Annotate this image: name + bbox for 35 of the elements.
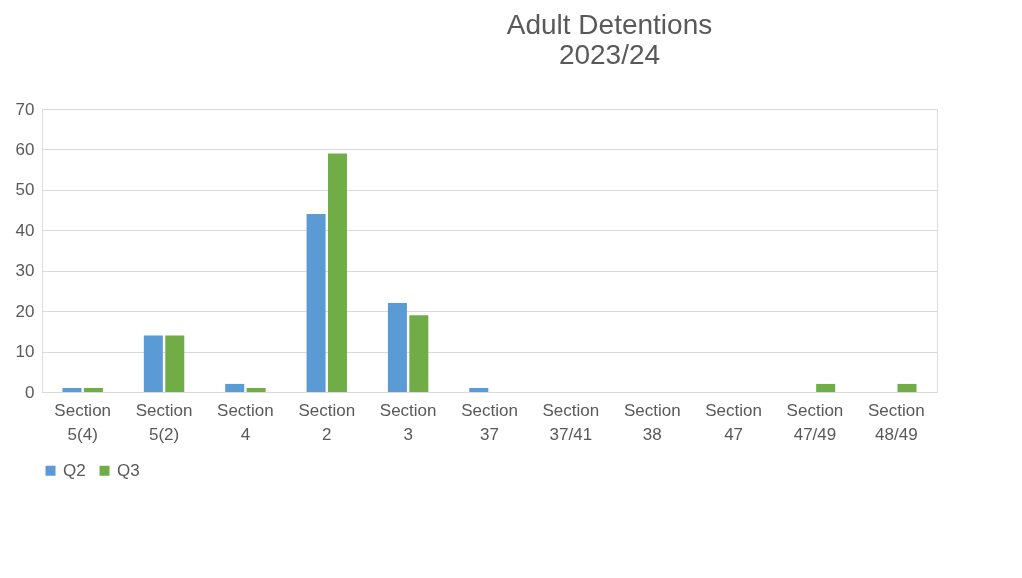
y-tick-label: 10 <box>15 342 35 362</box>
x-tick-label: Section 5(4) <box>54 400 112 444</box>
bar <box>83 387 103 392</box>
bar <box>409 315 429 392</box>
x-tick-label: Section 48/49 <box>867 400 925 444</box>
bar <box>469 387 489 392</box>
chart-title: Adult Detentions 2023/24 <box>506 9 713 70</box>
bar <box>225 383 245 392</box>
bar <box>897 383 917 392</box>
legend-label: Q2 <box>63 460 86 480</box>
x-tick-label: Section 47 <box>705 400 762 444</box>
y-tick-label: 20 <box>15 301 35 321</box>
y-tick-label: 40 <box>15 220 35 240</box>
bar <box>327 153 347 392</box>
y-tick-label: 50 <box>15 180 35 200</box>
x-tick-label: Section 3 <box>379 400 437 444</box>
y-tick-label: 0 <box>25 382 35 402</box>
x-tick-label: Section 47/49 <box>786 400 844 444</box>
bar <box>246 387 266 392</box>
legend-label: Q3 <box>117 460 140 480</box>
bar <box>143 335 163 392</box>
y-tick-label: 60 <box>15 139 35 159</box>
x-tick-label: Section 4 <box>217 400 274 444</box>
bar <box>62 387 82 392</box>
bar <box>306 214 326 392</box>
y-tick-label: 70 <box>15 99 35 119</box>
x-tick-label: Section 37 <box>461 400 518 444</box>
x-tick-label: Section 38 <box>623 400 681 444</box>
x-tick-label: Section 2 <box>298 400 356 444</box>
bar <box>165 335 185 392</box>
x-tick-label: Section 5(2) <box>135 400 193 444</box>
bar <box>387 303 407 392</box>
bar <box>816 383 836 392</box>
x-tick-label: Section 37/41 <box>542 400 600 444</box>
y-tick-label: 30 <box>15 261 35 281</box>
